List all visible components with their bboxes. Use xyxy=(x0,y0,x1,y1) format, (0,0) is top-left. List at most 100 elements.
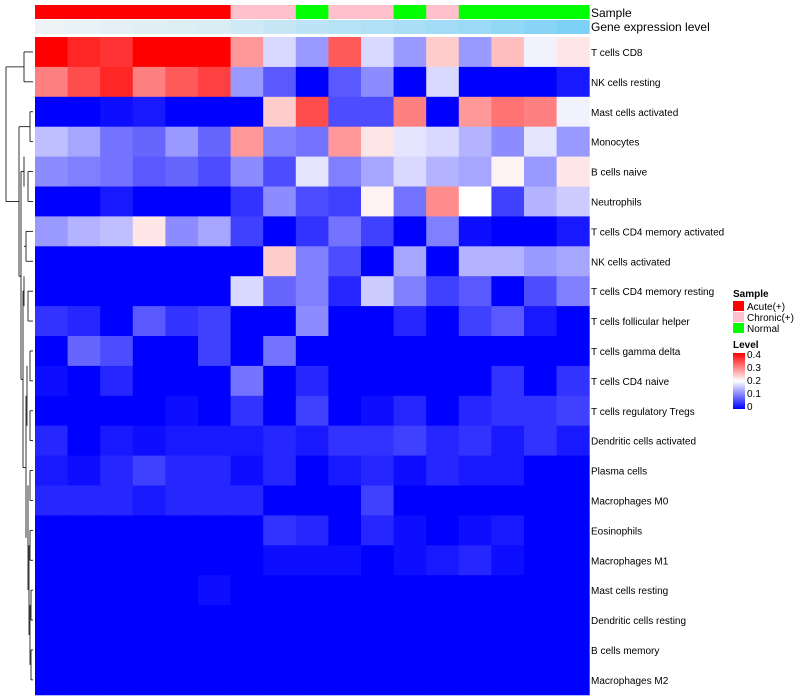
heatmap-cell xyxy=(491,365,525,397)
heatmap-cell xyxy=(426,336,460,367)
heatmap-cell xyxy=(556,605,590,636)
heatmap-cell xyxy=(100,37,134,68)
expression-cell xyxy=(165,20,199,34)
heatmap-cell xyxy=(328,605,362,636)
heatmap-cell xyxy=(132,515,166,546)
heatmap-cell xyxy=(263,246,297,277)
heatmap-cell xyxy=(165,186,199,217)
heatmap-cell xyxy=(556,664,590,696)
heatmap-cell xyxy=(230,635,264,666)
heatmap-cell xyxy=(361,37,395,68)
heatmap-cell xyxy=(165,664,199,696)
heatmap-cell xyxy=(524,485,558,516)
heatmap-cell xyxy=(100,635,134,666)
heatmap-cell xyxy=(295,365,329,397)
level-colorbar xyxy=(733,353,745,409)
heatmap-cell xyxy=(458,575,492,606)
legend-swatch xyxy=(733,312,744,322)
heatmap-cell xyxy=(230,455,264,486)
heatmap-cell xyxy=(165,575,199,606)
heatmap-cell xyxy=(458,425,492,457)
expression-cell xyxy=(132,20,166,34)
heatmap-cell xyxy=(491,575,525,606)
heatmap-cell xyxy=(132,365,166,397)
heatmap-cell xyxy=(67,66,101,98)
heatmap-cell xyxy=(132,336,166,367)
heatmap-cell xyxy=(328,664,362,696)
heatmap-cell xyxy=(295,306,329,337)
heatmap-cell xyxy=(491,186,525,217)
heatmap-cell xyxy=(230,336,264,367)
heatmap-cell xyxy=(361,455,395,486)
heatmap-cell xyxy=(67,455,101,486)
heatmap-cell xyxy=(295,545,329,576)
heatmap-cell xyxy=(165,66,199,98)
heatmap-cell xyxy=(198,545,232,576)
heatmap-cell xyxy=(230,365,264,397)
heatmap-cell xyxy=(263,306,297,337)
heatmap-cell xyxy=(100,186,134,217)
legend-item-label: Acute(+) xyxy=(747,302,785,313)
heatmap-cell xyxy=(491,37,525,68)
heatmap-cell xyxy=(67,96,101,128)
heatmap-cell xyxy=(263,365,297,397)
heatmap-cell xyxy=(426,545,460,576)
heatmap-cell xyxy=(35,336,69,367)
expression-cell xyxy=(426,20,460,34)
heatmap-cell xyxy=(165,306,199,337)
sample-cell xyxy=(491,5,525,19)
heatmap-cell xyxy=(426,37,460,68)
heatmap-cell xyxy=(132,126,166,158)
legend-level-title: Level xyxy=(733,340,759,351)
heatmap-cell xyxy=(230,605,264,636)
heatmap-cell xyxy=(165,605,199,636)
heatmap-cell xyxy=(132,276,166,307)
expression-cell xyxy=(100,20,134,34)
heatmap-cell xyxy=(393,186,427,217)
heatmap-cell xyxy=(328,395,362,427)
row-dendrogram xyxy=(5,51,33,681)
legend: Sample Acute(+)Chronic(+)Normal Level 0.… xyxy=(733,289,794,413)
heatmap-cell xyxy=(328,545,362,576)
heatmap-cell xyxy=(361,306,395,337)
heatmap-cell xyxy=(263,485,297,516)
heatmap-cell xyxy=(295,336,329,367)
sample-annotation-bar xyxy=(35,5,590,19)
heatmap-cell xyxy=(132,246,166,277)
heatmap-cell xyxy=(132,186,166,217)
heatmap-cell xyxy=(263,37,297,68)
heatmap-cell xyxy=(100,425,134,457)
heatmap-cell xyxy=(198,575,232,606)
heatmap-cell xyxy=(556,575,590,606)
heatmap-cell xyxy=(458,126,492,158)
heatmap-cell xyxy=(35,96,69,128)
heatmap-cell xyxy=(67,425,101,457)
row-label: Neutrophils xyxy=(591,197,642,208)
heatmap-cell xyxy=(393,605,427,636)
heatmap-cell xyxy=(524,126,558,158)
heatmap-cell xyxy=(100,664,134,696)
heatmap-cell xyxy=(524,246,558,277)
heatmap-cell xyxy=(426,216,460,247)
sample-cell xyxy=(263,5,297,19)
heatmap-cell xyxy=(426,96,460,128)
heatmap-cell xyxy=(328,306,362,337)
heatmap-cell xyxy=(263,425,297,457)
heatmap-cell xyxy=(556,395,590,427)
heatmap-cell xyxy=(458,515,492,546)
heatmap-cell xyxy=(230,126,264,158)
heatmap-cell xyxy=(263,276,297,307)
heatmap-cell xyxy=(295,246,329,277)
expression-annotation-label: Gene expression level xyxy=(591,20,710,34)
row-label: Macrophages M1 xyxy=(591,556,669,567)
expression-cell xyxy=(524,20,558,34)
expression-cell xyxy=(458,20,492,34)
heatmap-cell xyxy=(328,336,362,367)
heatmap-cell xyxy=(67,336,101,367)
heatmap-cell xyxy=(524,37,558,68)
heatmap-cell xyxy=(524,96,558,128)
heatmap-cell xyxy=(132,37,166,68)
heatmap-cell xyxy=(458,37,492,68)
heatmap-cell xyxy=(263,455,297,486)
heatmap-cell xyxy=(361,664,395,696)
